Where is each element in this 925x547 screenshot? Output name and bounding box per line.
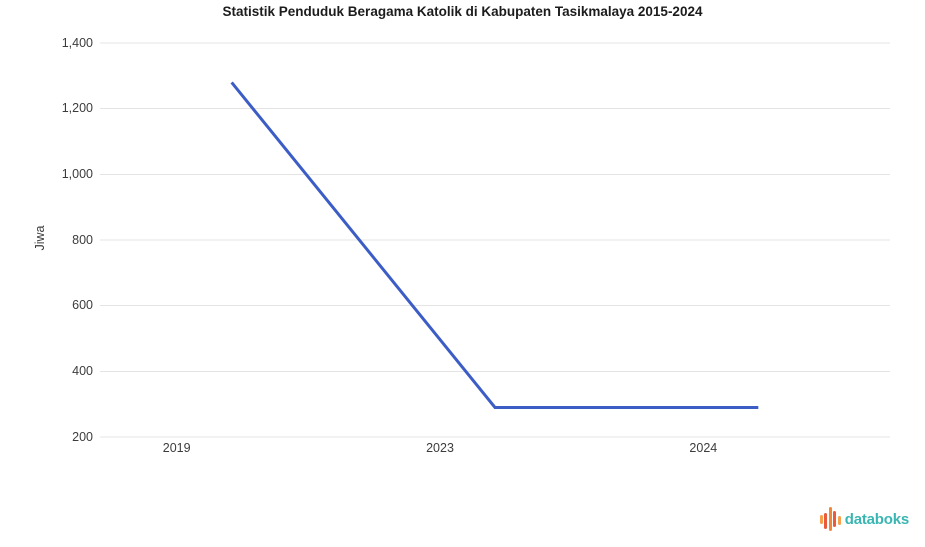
y-tick-label: 800 (72, 232, 93, 247)
data-line-series (230, 81, 759, 409)
y-tick-label: 1,200 (61, 101, 93, 116)
databoks-bars-icon (819, 505, 841, 533)
x-tick-label: 2019 (162, 441, 191, 455)
y-tick-label: 600 (72, 298, 93, 313)
x-tick-label: 2024 (689, 441, 718, 455)
y-tick-label: 400 (72, 363, 93, 378)
chart-title: Statistik Penduduk Beragama Katolik di K… (222, 4, 703, 19)
y-tick-label: 200 (72, 429, 93, 444)
x-tick-label: 2023 (426, 441, 454, 455)
y-tick-label: 1,000 (61, 166, 93, 181)
plot-area (100, 42, 890, 438)
y-tick-label: 1,400 (61, 35, 93, 50)
databoks-logo-text: databoks (844, 510, 909, 528)
databoks-logo[interactable]: databoks (819, 505, 909, 533)
